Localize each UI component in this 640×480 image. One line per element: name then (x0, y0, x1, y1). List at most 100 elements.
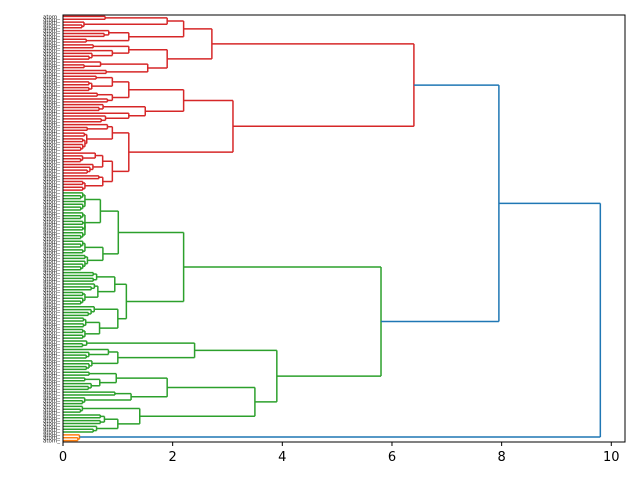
leaf-label: atom_ (43, 296, 60, 302)
leaf-label: atom_ (43, 40, 60, 46)
x-tick-label: 2 (169, 450, 177, 465)
leaf-label: atom_ (43, 293, 60, 299)
leaf-label: atom_ (43, 399, 60, 405)
leaf-label: atom_ (43, 151, 60, 157)
leaf-label: atom_ (43, 325, 60, 331)
leaf-label: atom_ (43, 419, 60, 425)
leaf-label: atom_ (43, 222, 60, 228)
leaf-label: atom_ (43, 268, 60, 274)
leaf-label: atom_ (43, 185, 60, 191)
leaf-label: atom_ (43, 347, 60, 353)
leaf-label: atom_ (43, 32, 60, 38)
leaf-label: atom_ (43, 94, 60, 100)
leaf-label: atom_ (43, 111, 60, 117)
leaf-label: atom_ (43, 177, 60, 183)
leaf-label: atom_ (43, 402, 60, 408)
leaf-label: atom_ (43, 319, 60, 325)
leaf-label: atom_ (43, 80, 60, 86)
leaf-label: atom_ (43, 291, 60, 297)
leaf-label: atom_ (43, 69, 60, 75)
leaf-label: atom_ (43, 165, 60, 171)
leaf-label: atom_ (43, 373, 60, 379)
leaf-label: atom_ (43, 376, 60, 382)
leaf-label: atom_ (43, 396, 60, 402)
leaf-label: atom_ (43, 390, 60, 396)
leaf-label: atom_ (43, 145, 60, 151)
leaf-label: atom_ (43, 188, 60, 194)
leaf-label: atom_ (43, 88, 60, 94)
leaf-label: atom_ (43, 330, 60, 336)
leaf-label: atom_ (43, 271, 60, 277)
leaf-label: atom_ (43, 214, 60, 220)
leaf-label: atom_ (43, 288, 60, 294)
leaf-label: atom_ (43, 370, 60, 376)
leaf-label: atom_ (43, 97, 60, 103)
leaf-label: atom_ (43, 413, 60, 419)
leaf-label: atom_ (43, 353, 60, 359)
leaf-label: atom_ (43, 328, 60, 334)
leaf-label: atom_ (43, 276, 60, 282)
leaf-label: atom_ (43, 77, 60, 83)
leaf-label: atom_ (43, 231, 60, 237)
leaf-label: atom_ (43, 157, 60, 163)
leaf-label: atom_ (43, 37, 60, 43)
leaf-label: atom_ (43, 114, 60, 120)
leaf-label: atom_ (43, 125, 60, 131)
leaf-label: atom_ (43, 262, 60, 268)
leaf-label: atom_ (43, 14, 60, 20)
leaf-label: atom_ (43, 302, 60, 308)
leaf-label: atom_ (43, 333, 60, 339)
leaf-label: atom_ (43, 404, 60, 410)
leaf-label: atom_ (43, 424, 60, 430)
leaf-label: atom_ (43, 120, 60, 126)
x-tick-label: 8 (497, 450, 505, 465)
leaf-label: atom_ (43, 199, 60, 205)
leaf-label: atom_ (43, 103, 60, 109)
leaf-label: atom_ (43, 131, 60, 137)
leaf-label: atom_ (43, 154, 60, 160)
leaf-label: atom_ (43, 427, 60, 433)
leaf-label: atom_ (43, 239, 60, 245)
leaf-label: atom_ (43, 66, 60, 72)
leaf-label: atom_ (43, 359, 60, 365)
leaf-label: atom_ (43, 421, 60, 427)
leaf-label: atom_ (43, 117, 60, 123)
leaf-label: atom_ (43, 245, 60, 251)
leaf-label: atom_ (43, 367, 60, 373)
leaf-label: atom_ (43, 228, 60, 234)
x-tick-label: 10 (603, 450, 620, 465)
leaf-label: atom_ (43, 299, 60, 305)
leaf-label: atom_ (43, 46, 60, 52)
leaf-label: atom_ (43, 29, 60, 35)
x-axis: 0 2 4 6 8 10 (59, 442, 620, 465)
leaf-label: atom_ (43, 197, 60, 203)
leaf-label: atom_ (43, 128, 60, 134)
leaf-label: atom_ (43, 313, 60, 319)
leaf-label: atom_ (43, 202, 60, 208)
leaf-label: atom_ (43, 168, 60, 174)
leaf-label: atom_ (43, 305, 60, 311)
leaf-label: atom_ (43, 100, 60, 106)
leaf-label: atom_ (43, 279, 60, 285)
leaf-label: atom_ (43, 322, 60, 328)
leaf-label: atom_ (43, 49, 60, 55)
leaf-label: atom_ (43, 339, 60, 345)
leaf-label: atom_ (43, 191, 60, 197)
leaf-label: atom_ (43, 205, 60, 211)
leaf-label: atom_ (43, 433, 60, 439)
leaf-label: atom_ (43, 180, 60, 186)
leaf-label: atom_ (43, 26, 60, 32)
leaf-label: atom_ (43, 106, 60, 112)
leaf-label: atom_ (43, 174, 60, 180)
leaf-label: atom_ (43, 248, 60, 254)
leaf-label: atom_ (43, 416, 60, 422)
x-tick-label: 4 (278, 450, 286, 465)
leaf-label: atom_ (43, 282, 60, 288)
leaf-label: atom_ (43, 60, 60, 66)
leaf-label: atom_ (43, 20, 60, 26)
leaf-label: atom_ (43, 219, 60, 225)
leaf-label: atom_ (43, 362, 60, 368)
leaf-label: atom_ (43, 211, 60, 217)
leaf-label: atom_ (43, 336, 60, 342)
